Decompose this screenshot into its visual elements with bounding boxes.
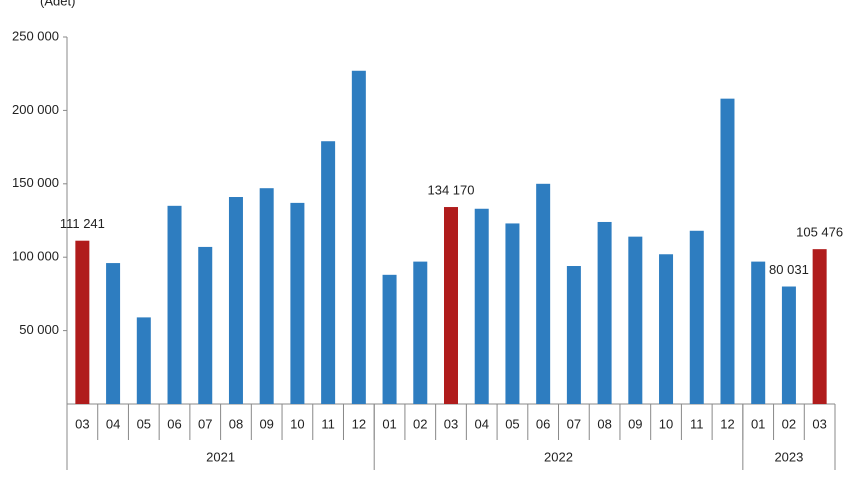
bar — [413, 261, 428, 404]
bar — [536, 183, 551, 404]
bar — [812, 249, 827, 404]
x-tick-label: 08 — [229, 416, 243, 431]
x-tick-label: 02 — [782, 416, 796, 431]
x-tick-label: 11 — [321, 416, 335, 431]
group-label: 2022 — [544, 449, 573, 464]
bar — [444, 207, 458, 404]
x-tick-label: 01 — [751, 416, 765, 431]
bar — [566, 266, 581, 404]
bar — [75, 240, 90, 404]
value-label: 105 476 — [796, 225, 843, 240]
y-tick-label: 50 000 — [19, 322, 59, 337]
x-tick-label: 10 — [659, 416, 673, 431]
bar — [136, 317, 151, 404]
x-tick-label: 05 — [505, 416, 519, 431]
y-tick-label: 150 000 — [12, 175, 59, 190]
group-label: 2023 — [774, 449, 803, 464]
x-tick-label: 01 — [382, 416, 396, 431]
bar — [474, 208, 489, 404]
x-tick-label: 12 — [720, 416, 734, 431]
y-tick-label: 100 000 — [12, 249, 59, 264]
bar — [351, 70, 366, 404]
x-tick-label: 07 — [198, 416, 212, 431]
bar — [597, 221, 612, 404]
bar — [751, 261, 766, 404]
x-tick-label: 05 — [137, 416, 151, 431]
value-label: 80 031 — [769, 262, 809, 277]
x-tick-label: 11 — [690, 416, 704, 431]
y-tick-label: 200 000 — [12, 102, 59, 117]
group-label: 2021 — [206, 449, 235, 464]
y-tick-label: 250 000 — [12, 28, 59, 43]
bar — [228, 197, 243, 404]
value-label: 111 241 — [60, 216, 105, 231]
x-tick-label: 02 — [413, 416, 427, 431]
x-tick-label: 09 — [259, 416, 273, 431]
bar — [198, 246, 213, 404]
bar — [259, 188, 274, 404]
bar — [659, 254, 674, 404]
bar — [628, 236, 643, 404]
bar — [382, 274, 397, 404]
x-tick-label: 09 — [628, 416, 642, 431]
bar — [720, 98, 735, 404]
x-tick-label: 03 — [75, 416, 89, 431]
bar — [689, 230, 704, 404]
x-tick-label: 06 — [167, 416, 181, 431]
value-label: 134 170 — [428, 182, 475, 197]
bar — [167, 205, 182, 404]
x-tick-label: 10 — [290, 416, 304, 431]
x-tick-label: 06 — [536, 416, 550, 431]
bar — [290, 202, 305, 404]
bar — [781, 286, 796, 404]
bar — [505, 223, 520, 404]
x-tick-label: 04 — [474, 416, 488, 431]
x-tick-label: 03 — [812, 416, 826, 431]
y-axis-label: (Adet) — [40, 0, 75, 8]
bar — [106, 263, 121, 404]
x-tick-label: 04 — [106, 416, 120, 431]
bar — [321, 141, 336, 404]
x-tick-label: 08 — [597, 416, 611, 431]
x-tick-label: 03 — [444, 416, 458, 431]
x-tick-label: 12 — [352, 416, 366, 431]
x-tick-label: 07 — [567, 416, 581, 431]
